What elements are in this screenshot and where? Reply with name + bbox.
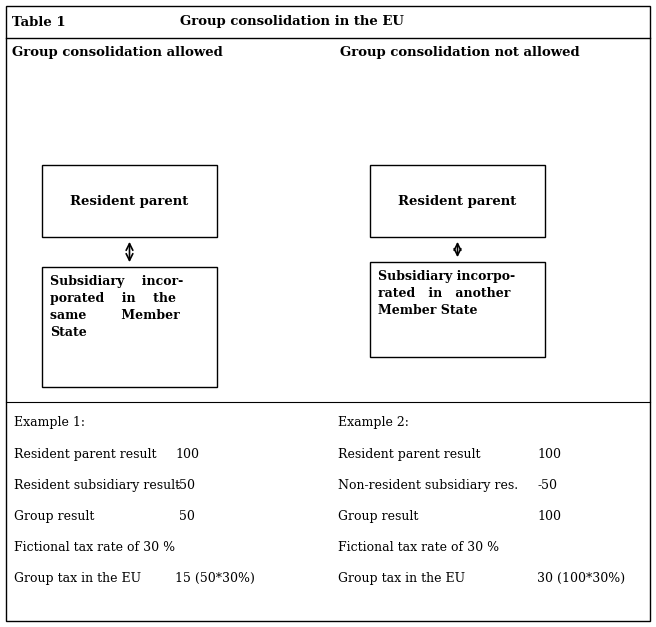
Text: Group result: Group result — [14, 510, 94, 523]
Text: Example 1:: Example 1: — [14, 416, 85, 429]
Text: Resident parent: Resident parent — [398, 194, 517, 208]
Text: Group result: Group result — [338, 510, 419, 523]
Text: 100: 100 — [537, 448, 561, 461]
Text: 15 (50*30%): 15 (50*30%) — [175, 572, 255, 585]
Text: Non-resident subsidiary res.: Non-resident subsidiary res. — [338, 479, 518, 492]
Text: Resident parent result: Resident parent result — [14, 448, 157, 461]
Text: -50: -50 — [175, 479, 195, 492]
Text: 30 (100*30%): 30 (100*30%) — [537, 572, 625, 585]
Text: -50: -50 — [537, 479, 557, 492]
Bar — [370, 165, 545, 237]
Text: Fictional tax rate of 30 %: Fictional tax rate of 30 % — [338, 541, 499, 554]
Bar — [370, 262, 545, 357]
Text: Example 2:: Example 2: — [338, 416, 409, 429]
Text: 100: 100 — [175, 448, 199, 461]
Text: Group consolidation allowed: Group consolidation allowed — [12, 46, 223, 59]
Text: Resident subsidiary result: Resident subsidiary result — [14, 479, 180, 492]
Text: Fictional tax rate of 30 %: Fictional tax rate of 30 % — [14, 541, 175, 554]
Text: Table 1: Table 1 — [12, 16, 66, 28]
Text: Group tax in the EU: Group tax in the EU — [338, 572, 465, 585]
Bar — [42, 165, 217, 237]
Text: Subsidiary    incor-
porated    in    the
same        Member
State: Subsidiary incor- porated in the same Me… — [50, 275, 183, 339]
Text: Resident parent: Resident parent — [70, 194, 189, 208]
Text: 50: 50 — [175, 510, 195, 523]
Bar — [42, 267, 217, 387]
Text: Group tax in the EU: Group tax in the EU — [14, 572, 141, 585]
Text: Resident parent result: Resident parent result — [338, 448, 480, 461]
Text: Group consolidation in the EU: Group consolidation in the EU — [180, 16, 404, 28]
Text: 100: 100 — [537, 510, 561, 523]
Text: Subsidiary incorpo-
rated   in   another
Member State: Subsidiary incorpo- rated in another Mem… — [378, 270, 515, 317]
Text: Group consolidation not allowed: Group consolidation not allowed — [340, 46, 580, 59]
